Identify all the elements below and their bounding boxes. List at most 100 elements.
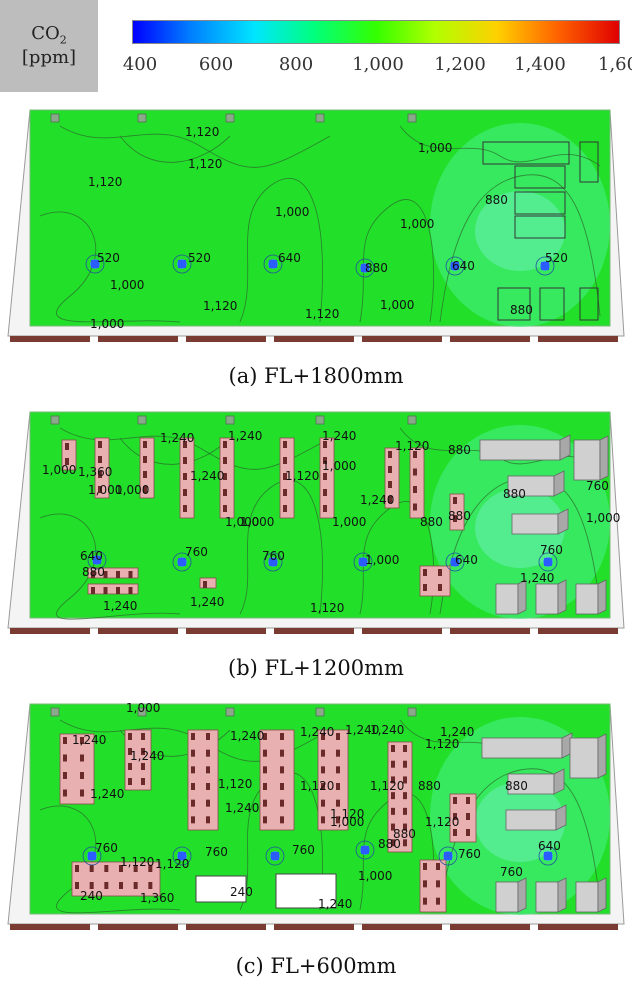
occupant-marker bbox=[143, 456, 147, 463]
occupant-marker bbox=[423, 863, 427, 870]
contour-value-label: 1,000 bbox=[400, 217, 434, 231]
air-diffuser bbox=[93, 556, 101, 564]
occupant-marker bbox=[413, 486, 417, 493]
occupant-marker bbox=[128, 571, 133, 578]
floor-tile bbox=[98, 336, 178, 342]
contour-value-label: 880 bbox=[393, 827, 416, 841]
occupant-marker bbox=[183, 489, 187, 496]
panel-b: 1,240 1,240 1,240 1,120 1,000 1,360 1,000 1,000… bbox=[0, 398, 632, 650]
diffuser-contour bbox=[82, 846, 102, 866]
contour-value-label: 880 bbox=[378, 837, 401, 851]
contour-line bbox=[439, 768, 601, 911]
occupant-marker bbox=[191, 799, 195, 807]
contour-value-label: 1,000 bbox=[330, 815, 364, 829]
occupant-marker bbox=[223, 441, 227, 448]
contour-value-label: 1,000 bbox=[358, 869, 392, 883]
air-diffuser bbox=[91, 260, 99, 268]
occupant-marker bbox=[391, 760, 395, 768]
air-diffuser bbox=[444, 852, 452, 860]
floor-tile bbox=[450, 924, 530, 930]
occupant-marker bbox=[183, 505, 187, 512]
ceiling-vent bbox=[137, 707, 147, 717]
cabinet-side bbox=[517, 877, 527, 913]
colorbar-ticks: 400 600 800 1,000 1,200 1,400 1,600 bbox=[100, 54, 632, 80]
air-diffuser bbox=[178, 852, 186, 860]
contour-value-label: 760 bbox=[500, 865, 523, 879]
tick-label: 400 bbox=[122, 54, 158, 75]
contour-value-label: 1,000 bbox=[90, 317, 124, 331]
contour-value-label: 880 bbox=[510, 303, 533, 317]
tick-label: 1,600 bbox=[598, 54, 632, 75]
occupant-marker bbox=[148, 865, 153, 872]
cabinet bbox=[569, 737, 599, 779]
occupant-marker bbox=[423, 880, 427, 888]
occupant-marker bbox=[263, 799, 267, 807]
occupant-marker bbox=[191, 766, 195, 774]
diffuser-contour bbox=[172, 254, 192, 274]
legend-title-unit: [ppm] bbox=[21, 46, 77, 68]
diffuser-contour bbox=[263, 254, 283, 274]
contour-value-label: 520 bbox=[188, 251, 211, 265]
occupant-marker bbox=[80, 789, 84, 797]
occupant-marker bbox=[423, 569, 427, 576]
occupant-marker bbox=[98, 441, 102, 448]
contour-value-label: 760 bbox=[205, 845, 228, 859]
occupant-marker bbox=[119, 882, 123, 889]
contour-value-label: 880 bbox=[448, 509, 471, 523]
occupant-marker bbox=[104, 865, 109, 872]
contour-value-label: 1,120 bbox=[305, 307, 339, 321]
contour-value-label: 1,120 bbox=[300, 779, 334, 793]
occupant-marker bbox=[436, 863, 440, 870]
diffuser-contour bbox=[353, 552, 373, 572]
occupant-marker bbox=[391, 823, 395, 831]
cabinet bbox=[511, 513, 559, 535]
cabinet bbox=[535, 583, 559, 615]
occupant-marker bbox=[206, 799, 210, 807]
occupant-marker bbox=[206, 816, 210, 824]
occupant-marker bbox=[63, 772, 67, 779]
caption-b: (b) FL+1200mm bbox=[228, 656, 404, 680]
contour-line bbox=[399, 125, 601, 167]
desk-cluster bbox=[259, 729, 295, 831]
occupant-marker bbox=[436, 880, 440, 888]
contour-line bbox=[239, 177, 323, 323]
occupant-marker bbox=[119, 865, 123, 872]
occupant-marker bbox=[183, 473, 187, 480]
diffuser-contour bbox=[445, 552, 465, 572]
contour-value-label: 1,240 bbox=[322, 429, 356, 443]
floor-tile bbox=[10, 924, 90, 930]
furniture-outline bbox=[497, 287, 531, 321]
colorbar bbox=[132, 20, 620, 44]
occupant-marker bbox=[80, 772, 84, 779]
floor-tile bbox=[362, 924, 442, 930]
occupant-marker bbox=[438, 569, 442, 576]
occupant-marker bbox=[453, 497, 457, 504]
occupant-marker bbox=[206, 733, 210, 740]
cabinet-side bbox=[555, 804, 567, 831]
contour-line bbox=[119, 437, 231, 465]
contour-value-label: 760 bbox=[95, 841, 118, 855]
contour-value-label: 1,120 bbox=[155, 857, 189, 871]
ceiling-vent bbox=[137, 415, 147, 425]
contour-value-label: 760 bbox=[586, 479, 609, 493]
occupant-marker bbox=[223, 457, 227, 464]
contour-value-label: 240 bbox=[80, 889, 103, 903]
contour-value-label: 1,240 bbox=[345, 723, 379, 737]
occupant-marker bbox=[323, 473, 327, 480]
furniture-outline bbox=[579, 141, 599, 183]
desk-cluster bbox=[139, 437, 155, 499]
cabinet-side bbox=[517, 579, 527, 615]
legend-title: CO2 [ppm] bbox=[0, 0, 98, 92]
occupant-marker bbox=[403, 776, 407, 784]
contour-value-label: 640 bbox=[452, 259, 475, 273]
floor-tile bbox=[538, 336, 618, 342]
occupant-marker bbox=[283, 473, 287, 480]
air-diffuser bbox=[544, 852, 552, 860]
occupant-marker bbox=[283, 441, 287, 448]
air-diffuser bbox=[544, 558, 552, 566]
occupant-marker bbox=[80, 754, 84, 762]
contour-value-label: 760 bbox=[262, 549, 285, 563]
ceiling-vent bbox=[137, 113, 147, 123]
desk-cluster bbox=[317, 729, 349, 831]
